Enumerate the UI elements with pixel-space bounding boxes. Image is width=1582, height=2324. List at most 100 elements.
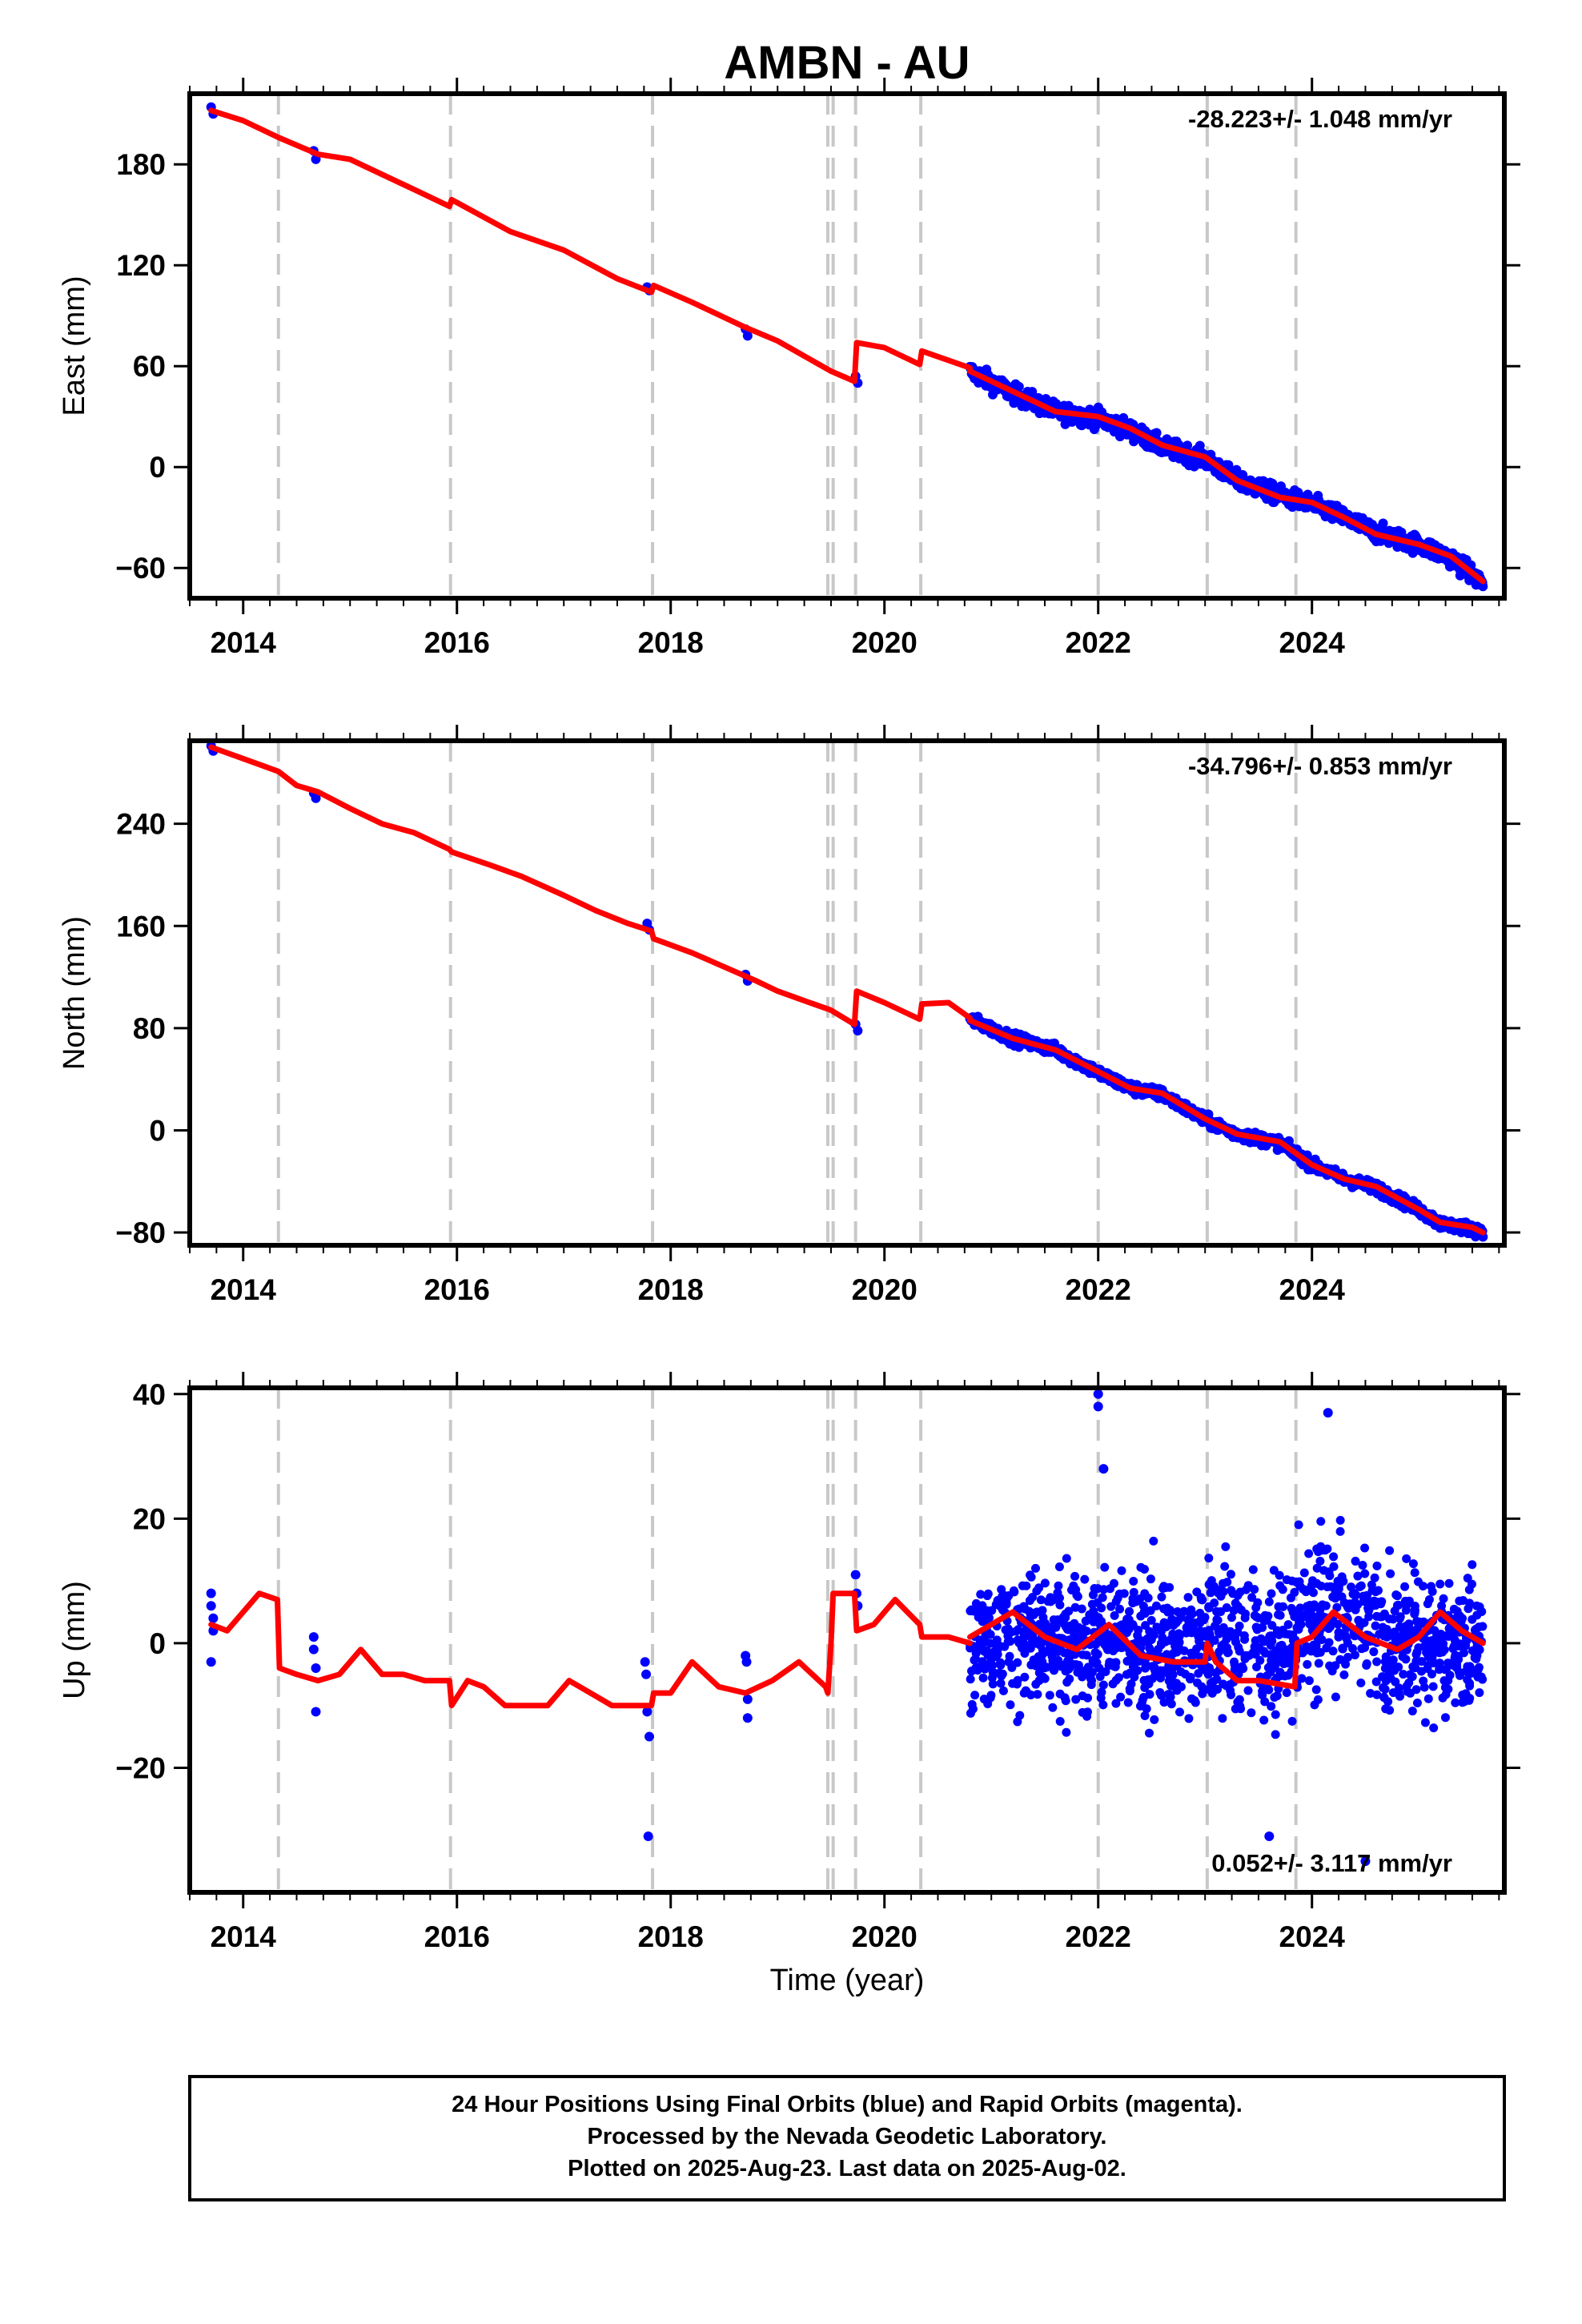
up-x-tick-label: 2024 (1279, 1920, 1346, 1953)
up-data-point (1382, 1632, 1391, 1642)
up-data-point (1335, 1526, 1345, 1536)
up-data-point (1018, 1627, 1028, 1637)
up-data-point (1203, 1630, 1212, 1640)
up-data-point (1385, 1546, 1395, 1555)
up-data-point (1169, 1679, 1178, 1689)
up-data-point (1311, 1685, 1321, 1695)
up-data-point (1455, 1671, 1464, 1680)
up-data-point (1074, 1622, 1083, 1632)
east-data-point (1478, 581, 1488, 592)
up-data-point (1214, 1626, 1223, 1636)
up-data-point (1235, 1647, 1244, 1656)
up-data-point (1062, 1727, 1071, 1737)
up-data-point (311, 1707, 321, 1717)
up-data-point (1307, 1581, 1316, 1590)
up-data-point (1360, 1569, 1370, 1578)
up-data-point (1312, 1563, 1322, 1573)
up-data-point (1286, 1593, 1295, 1602)
up-data-point (1465, 1662, 1475, 1671)
up-data-point (1385, 1706, 1395, 1715)
footer-line-1: 24 Hour Positions Using Final Orbits (bl… (452, 2092, 1243, 2117)
up-data-point (1100, 1562, 1110, 1572)
up-data-point (1428, 1682, 1438, 1691)
up-data-point (1219, 1578, 1228, 1588)
up-data-point (1337, 1572, 1347, 1582)
up-data-point (1070, 1571, 1080, 1581)
up-data-point (1026, 1691, 1036, 1700)
up-data-point (1176, 1613, 1186, 1622)
up-data-point (1295, 1603, 1305, 1613)
up-data-point (1379, 1609, 1389, 1618)
north-x-tick-label: 2020 (852, 1273, 917, 1306)
north-model-line (208, 744, 973, 1027)
up-data-point (1294, 1520, 1303, 1530)
up-data-point (1451, 1698, 1460, 1707)
up-data-point (1122, 1656, 1132, 1666)
up-data-point (1222, 1603, 1231, 1613)
up-data-point (1255, 1655, 1265, 1665)
up-data-point (206, 1601, 216, 1611)
up-data-point (1195, 1637, 1204, 1647)
up-data-point (1200, 1665, 1210, 1675)
up-data-point (1054, 1581, 1063, 1590)
up-data-point (1315, 1556, 1325, 1566)
chart-title: AMBN - AU (724, 37, 970, 89)
up-data-point (1125, 1606, 1134, 1616)
up-data-point (1333, 1619, 1343, 1629)
up-data-point (1212, 1614, 1222, 1624)
up-y-tick-label: 40 (133, 1378, 166, 1411)
up-data-point (1274, 1602, 1283, 1611)
up-data-point (1297, 1674, 1307, 1683)
up-data-point (970, 1655, 979, 1665)
footer-line-2: Processed by the Nevada Geodetic Laborat… (588, 2124, 1107, 2149)
up-data-point (1269, 1566, 1279, 1575)
up-data-point (1097, 1687, 1106, 1697)
up-data-point (1263, 1634, 1273, 1644)
up-data-point (1276, 1671, 1286, 1680)
up-data-point (1033, 1659, 1042, 1669)
up-data-point (1350, 1651, 1359, 1660)
up-data-point (1151, 1601, 1161, 1610)
up-data-point (1441, 1690, 1451, 1699)
up-data-point (1086, 1680, 1096, 1690)
up-data-point (1045, 1691, 1054, 1700)
up-data-point (976, 1590, 986, 1599)
up-data-point (1098, 1464, 1109, 1474)
up-data-point (1267, 1589, 1276, 1598)
up-data-point (1128, 1594, 1138, 1603)
up-data-point (1388, 1688, 1398, 1698)
up-data-point (1115, 1621, 1125, 1630)
up-data-point (1093, 1598, 1102, 1607)
up-data-point (1090, 1611, 1100, 1621)
up-data-point (1122, 1670, 1131, 1679)
up-data-point (1195, 1608, 1205, 1618)
up-data-point (1399, 1670, 1408, 1679)
up-data-point (1082, 1626, 1091, 1636)
east-x-tick-label: 2022 (1066, 626, 1131, 659)
up-data-point (1105, 1633, 1114, 1642)
up-data-point (1319, 1566, 1329, 1575)
up-data-point (1258, 1687, 1267, 1696)
up-data-point (1325, 1571, 1335, 1581)
up-data-point (1439, 1594, 1448, 1603)
up-data-point (1099, 1585, 1109, 1594)
up-data-point (1247, 1708, 1256, 1718)
up-data-point (1161, 1582, 1170, 1592)
up-data-point (1275, 1641, 1285, 1651)
up-data-point (1454, 1641, 1464, 1651)
up-data-point (644, 1731, 655, 1742)
up-data-point (1111, 1699, 1121, 1708)
up-data-point (1108, 1679, 1118, 1689)
up-data-point (1360, 1642, 1370, 1652)
up-data-point (1054, 1562, 1064, 1572)
up-data-point (1248, 1647, 1258, 1657)
up-data-point (641, 1669, 652, 1679)
up-data-point (1335, 1515, 1345, 1525)
up-data-point (308, 1644, 319, 1655)
up-data-point (1325, 1661, 1335, 1671)
up-data-point (1222, 1634, 1231, 1644)
up-data-point (1303, 1609, 1312, 1618)
up-data-point (1455, 1596, 1464, 1606)
up-data-point (1270, 1692, 1279, 1702)
up-data-point (1098, 1700, 1108, 1710)
